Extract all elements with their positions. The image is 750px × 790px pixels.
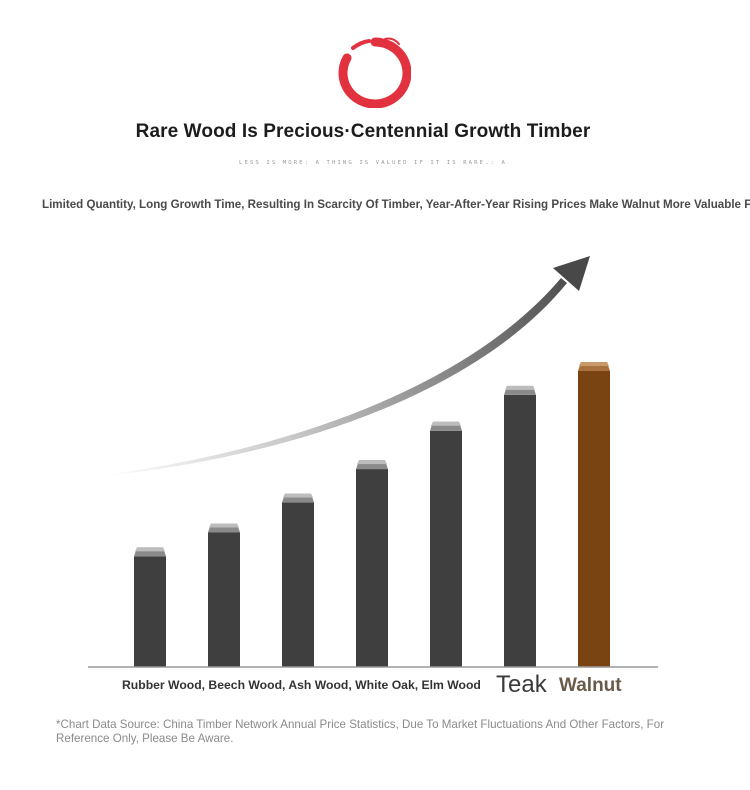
bar-6 [578, 361, 610, 667]
footnote: *Chart Data Source: China Timber Network… [56, 718, 665, 745]
tagline: LESS IS MORE: A THING IS VALUED IF IT IS… [239, 160, 507, 166]
bar-5 [504, 385, 536, 667]
red-ring-logo-icon [338, 37, 411, 108]
trend-arrow-icon [105, 278, 567, 476]
bar-4 [430, 421, 462, 667]
category-label-walnut: Walnut [559, 675, 622, 696]
category-label-teak: Teak [496, 671, 547, 698]
category-label-group: Rubber Wood, Beech Wood, Ash Wood, White… [122, 678, 481, 692]
trend-arrow-head-icon [553, 256, 590, 291]
page-title: Rare Wood Is Precious·Centennial Growth … [135, 121, 591, 142]
bar-3 [356, 460, 388, 667]
description: Limited Quantity, Long Growth Time, Resu… [42, 198, 750, 211]
bar-1 [208, 523, 240, 667]
bar-0 [134, 547, 166, 667]
bar-2 [282, 493, 314, 667]
